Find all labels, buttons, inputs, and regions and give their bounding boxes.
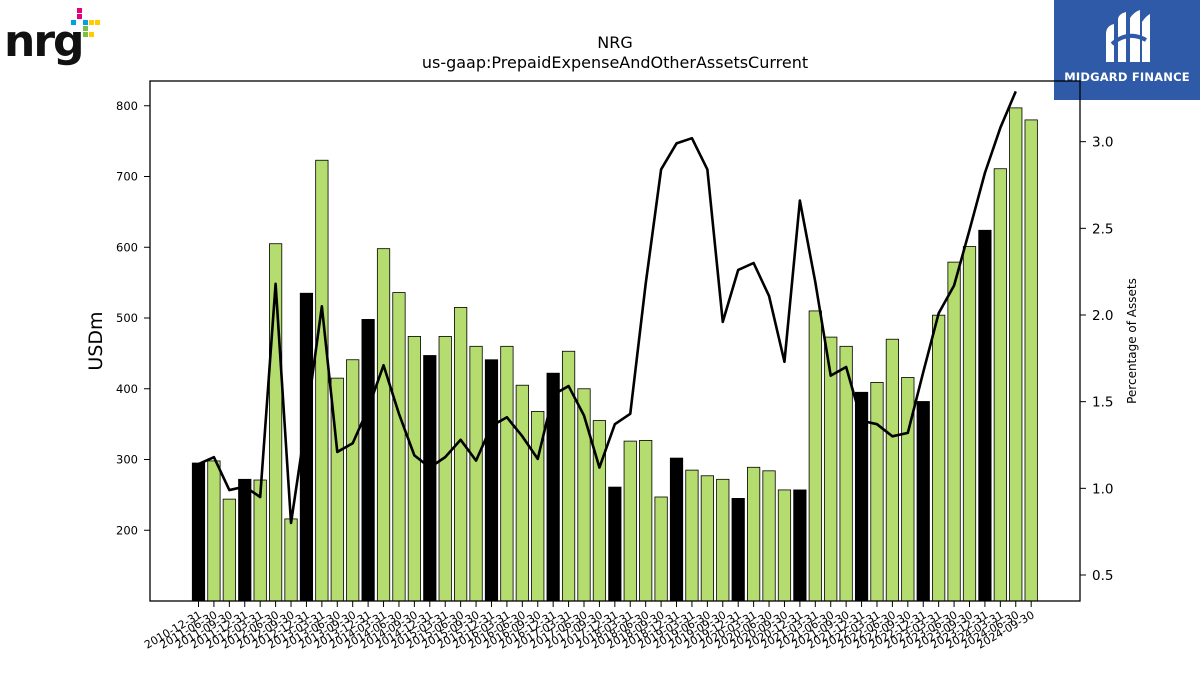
bar — [500, 345, 514, 602]
bar — [793, 489, 807, 602]
bar — [639, 439, 653, 602]
bar — [407, 335, 421, 602]
bar — [484, 359, 499, 602]
bar — [808, 310, 822, 602]
bar — [592, 420, 607, 602]
bar — [993, 168, 1007, 602]
y2-tick-label: 2.5 — [1092, 221, 1113, 237]
bar — [978, 229, 992, 602]
bar — [700, 475, 714, 602]
chart-title: NRG — [597, 33, 632, 52]
y-axis: 200 300 400 500 600 700 800 — [116, 99, 150, 537]
bar — [222, 498, 236, 602]
y-tick-label: 800 — [116, 99, 138, 113]
midgard-finance-logo: MIDGARD FINANCE — [1054, 0, 1200, 100]
y2-tick-label: 3.0 — [1092, 135, 1113, 151]
y2-tick-label: 1.0 — [1092, 481, 1113, 497]
y-axis-label: USDm — [85, 311, 107, 370]
bar — [376, 248, 391, 602]
bar — [870, 381, 884, 602]
y2-tick-label: 0.5 — [1092, 568, 1113, 584]
bar — [962, 246, 977, 602]
y-tick-label: 300 — [116, 453, 138, 467]
bar — [1009, 107, 1023, 602]
bar — [747, 466, 761, 602]
y2-tick-label: 1.5 — [1092, 395, 1113, 411]
y-tick-label: 500 — [116, 311, 138, 325]
x-axis: 2010-12-312011-06-302011-09-302011-12-31… — [142, 601, 1037, 652]
bar — [207, 460, 221, 602]
bar — [777, 489, 792, 602]
y-tick-label: 400 — [116, 382, 138, 396]
y2-tick-label: 2.0 — [1092, 308, 1113, 324]
y-tick-label: 700 — [116, 170, 138, 184]
y-tick-label: 600 — [116, 240, 138, 254]
y2-axis: 0.5 1.0 1.5 2.0 2.5 3.0 — [1080, 135, 1113, 584]
bar — [716, 478, 730, 602]
nrg-logo: nrg — [4, 6, 104, 72]
bar — [1024, 119, 1038, 602]
bar — [238, 478, 252, 602]
line-layer — [197, 90, 1017, 525]
y-tick-label: 200 — [116, 523, 138, 537]
bar — [608, 486, 622, 602]
bar — [762, 470, 776, 602]
bar — [191, 462, 206, 602]
bar — [916, 401, 930, 602]
y2-axis-label: Percentage of Assets — [1125, 278, 1139, 404]
chart-subtitle: us-gaap:PrepaidExpenseAndOtherAssetsCurr… — [422, 53, 808, 72]
bars-layer — [191, 107, 1038, 602]
bar — [654, 496, 668, 602]
nrg-plus-icon — [71, 8, 100, 37]
bar — [284, 518, 298, 602]
bar — [577, 388, 591, 602]
bar — [454, 306, 468, 602]
bar — [361, 319, 375, 602]
bar — [438, 335, 452, 602]
bar — [469, 345, 483, 602]
bar — [315, 159, 329, 602]
bar — [623, 440, 637, 602]
bar — [346, 359, 360, 602]
nrg-logo-text: nrg — [4, 16, 85, 67]
bar — [731, 498, 745, 602]
midgard-emblem-icon — [1106, 10, 1150, 62]
bar — [669, 457, 684, 602]
bar — [947, 261, 961, 602]
bar — [932, 314, 946, 602]
bar — [854, 391, 869, 602]
bar — [685, 469, 699, 602]
bar — [515, 384, 529, 602]
bar — [423, 355, 437, 602]
bar — [392, 292, 406, 602]
midgard-finance-text: MIDGARD FINANCE — [1064, 70, 1190, 84]
bar — [885, 338, 900, 602]
percentage-line — [197, 90, 1017, 525]
